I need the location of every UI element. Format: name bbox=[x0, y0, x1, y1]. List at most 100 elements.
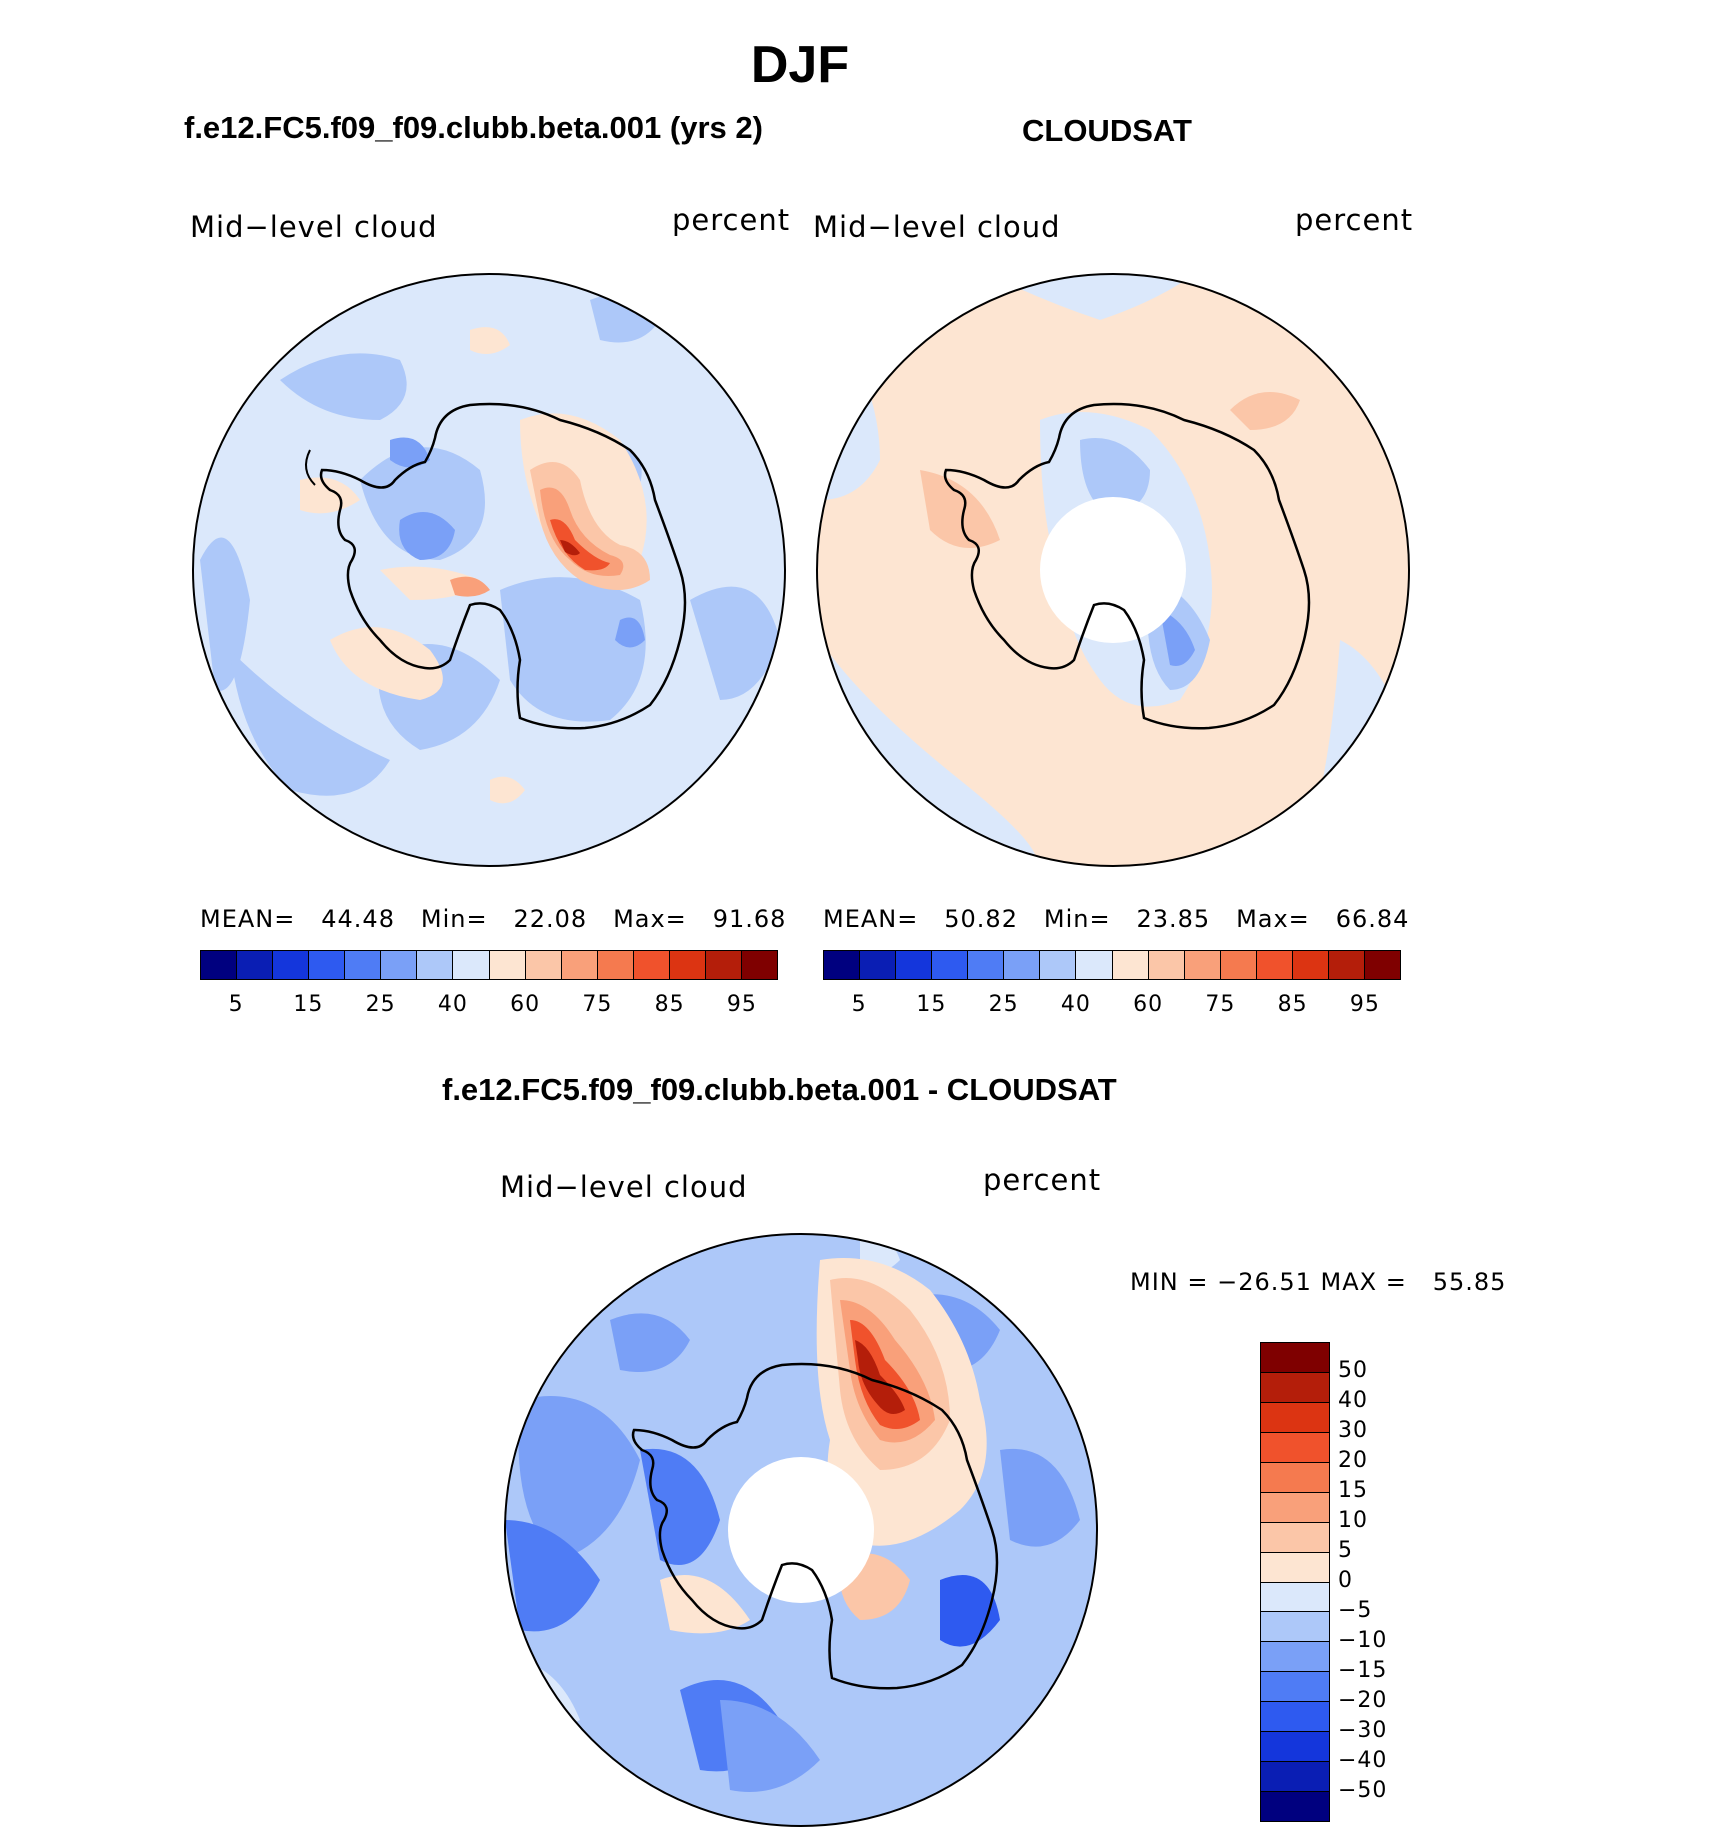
right-case-title: CLOUDSAT bbox=[1022, 113, 1192, 148]
colorbar-swatch bbox=[1148, 951, 1185, 979]
left-colorbar bbox=[200, 950, 778, 980]
colorbar-tick-label: −50 bbox=[1338, 1778, 1388, 1803]
colorbar-swatch bbox=[1112, 951, 1149, 979]
colorbar-tick-label: −20 bbox=[1338, 1688, 1388, 1713]
colorbar-swatch bbox=[1328, 951, 1365, 979]
colorbar-tick-label: 60 bbox=[1133, 992, 1164, 1017]
colorbar-swatch bbox=[237, 951, 274, 979]
colorbar-swatch bbox=[525, 951, 562, 979]
right-variable-label: Mid−level cloud bbox=[813, 210, 1061, 244]
colorbar-tick-label: 85 bbox=[1277, 992, 1308, 1017]
colorbar-tick-label: 15 bbox=[1338, 1478, 1368, 1503]
colorbar-swatch bbox=[1261, 1432, 1329, 1463]
colorbar-tick-label: 15 bbox=[293, 992, 324, 1017]
colorbar-swatch bbox=[561, 951, 598, 979]
colorbar-tick-label: 10 bbox=[1338, 1508, 1368, 1533]
colorbar-tick-label: −5 bbox=[1338, 1598, 1373, 1623]
left-coastline bbox=[319, 402, 687, 730]
colorbar-tick-label: 5 bbox=[228, 992, 244, 1017]
colorbar-swatch bbox=[1040, 951, 1077, 979]
colorbar-swatch bbox=[1364, 951, 1400, 979]
right-map bbox=[817, 274, 1409, 866]
colorbar-swatch bbox=[932, 951, 969, 979]
colorbar-swatch bbox=[597, 951, 634, 979]
right-units-label: percent bbox=[1295, 203, 1414, 237]
colorbar-swatch bbox=[1261, 1642, 1329, 1673]
colorbar-tick-label: 5 bbox=[851, 992, 867, 1017]
colorbar-swatch bbox=[201, 951, 238, 979]
diff-coastline bbox=[631, 1362, 999, 1690]
colorbar-swatch bbox=[896, 951, 933, 979]
colorbar-swatch bbox=[1292, 951, 1329, 979]
left-variable-label: Mid−level cloud bbox=[190, 210, 438, 244]
diff-minmax: MIN = −26.51 MAX = 55.85 bbox=[1130, 1268, 1507, 1296]
colorbar-swatch bbox=[489, 951, 526, 979]
colorbar-swatch bbox=[1261, 1402, 1329, 1433]
colorbar-tick-label: 30 bbox=[1338, 1418, 1368, 1443]
right-stats: MEAN= 50.82 Min= 23.85 Max= 66.84 bbox=[823, 905, 1410, 933]
left-units-label: percent bbox=[672, 203, 791, 237]
colorbar-swatch bbox=[1261, 1672, 1329, 1703]
diff-colorbar bbox=[1260, 1342, 1330, 1822]
colorbar-tick-label: 40 bbox=[1060, 992, 1091, 1017]
colorbar-tick-label: 5 bbox=[1338, 1538, 1353, 1563]
colorbar-tick-label: 0 bbox=[1338, 1568, 1353, 1593]
right-colorbar bbox=[823, 950, 1401, 980]
colorbar-swatch bbox=[824, 951, 861, 979]
colorbar-tick-label: −10 bbox=[1338, 1628, 1388, 1653]
colorbar-tick-label: 15 bbox=[916, 992, 947, 1017]
colorbar-swatch bbox=[1261, 1612, 1329, 1643]
colorbar-tick-label: 60 bbox=[510, 992, 541, 1017]
colorbar-swatch bbox=[1261, 1762, 1329, 1793]
colorbar-swatch bbox=[1261, 1492, 1329, 1523]
colorbar-tick-label: 75 bbox=[582, 992, 613, 1017]
colorbar-swatch bbox=[309, 951, 346, 979]
colorbar-swatch bbox=[1004, 951, 1041, 979]
colorbar-tick-label: 50 bbox=[1338, 1358, 1368, 1383]
diff-units-label: percent bbox=[983, 1163, 1102, 1197]
colorbar-swatch bbox=[417, 951, 454, 979]
colorbar-tick-label: 40 bbox=[437, 992, 468, 1017]
diff-case-title: f.e12.FC5.f09_f09.clubb.beta.001 - CLOUD… bbox=[442, 1072, 1117, 1107]
colorbar-swatch bbox=[1261, 1462, 1329, 1493]
diff-map bbox=[505, 1234, 1097, 1826]
colorbar-swatch bbox=[1261, 1343, 1329, 1373]
figure-title: DJF bbox=[750, 36, 850, 94]
left-map bbox=[193, 274, 785, 866]
colorbar-swatch bbox=[345, 951, 382, 979]
colorbar-swatch bbox=[669, 951, 706, 979]
colorbar-swatch bbox=[273, 951, 310, 979]
colorbar-swatch bbox=[968, 951, 1005, 979]
colorbar-tick-label: −40 bbox=[1338, 1748, 1388, 1773]
colorbar-tick-label: 40 bbox=[1338, 1388, 1368, 1413]
colorbar-swatch bbox=[1261, 1372, 1329, 1403]
colorbar-swatch bbox=[1261, 1522, 1329, 1553]
colorbar-swatch bbox=[1220, 951, 1257, 979]
right-coastline bbox=[943, 402, 1311, 730]
colorbar-swatch bbox=[1261, 1582, 1329, 1613]
colorbar-tick-label: 20 bbox=[1338, 1448, 1368, 1473]
colorbar-swatch bbox=[633, 951, 670, 979]
colorbar-swatch bbox=[1076, 951, 1113, 979]
colorbar-swatch bbox=[1261, 1732, 1329, 1763]
colorbar-tick-label: 85 bbox=[654, 992, 685, 1017]
colorbar-swatch bbox=[381, 951, 418, 979]
colorbar-swatch bbox=[860, 951, 897, 979]
colorbar-tick-label: 75 bbox=[1205, 992, 1236, 1017]
colorbar-tick-label: 25 bbox=[988, 992, 1019, 1017]
colorbar-swatch bbox=[453, 951, 490, 979]
colorbar-swatch bbox=[1261, 1552, 1329, 1583]
colorbar-tick-label: −15 bbox=[1338, 1658, 1388, 1683]
colorbar-swatch bbox=[1256, 951, 1293, 979]
colorbar-tick-label: 25 bbox=[365, 992, 396, 1017]
colorbar-tick-label: −30 bbox=[1338, 1718, 1388, 1743]
colorbar-swatch bbox=[1261, 1792, 1329, 1821]
colorbar-swatch bbox=[741, 951, 777, 979]
colorbar-tick-label: 95 bbox=[1349, 992, 1380, 1017]
colorbar-swatch bbox=[705, 951, 742, 979]
left-case-title: f.e12.FC5.f09_f09.clubb.beta.001 (yrs 2) bbox=[184, 110, 763, 145]
diff-variable-label: Mid−level cloud bbox=[500, 1170, 748, 1204]
left-stats: MEAN= 44.48 Min= 22.08 Max= 91.68 bbox=[200, 905, 787, 933]
colorbar-swatch bbox=[1184, 951, 1221, 979]
